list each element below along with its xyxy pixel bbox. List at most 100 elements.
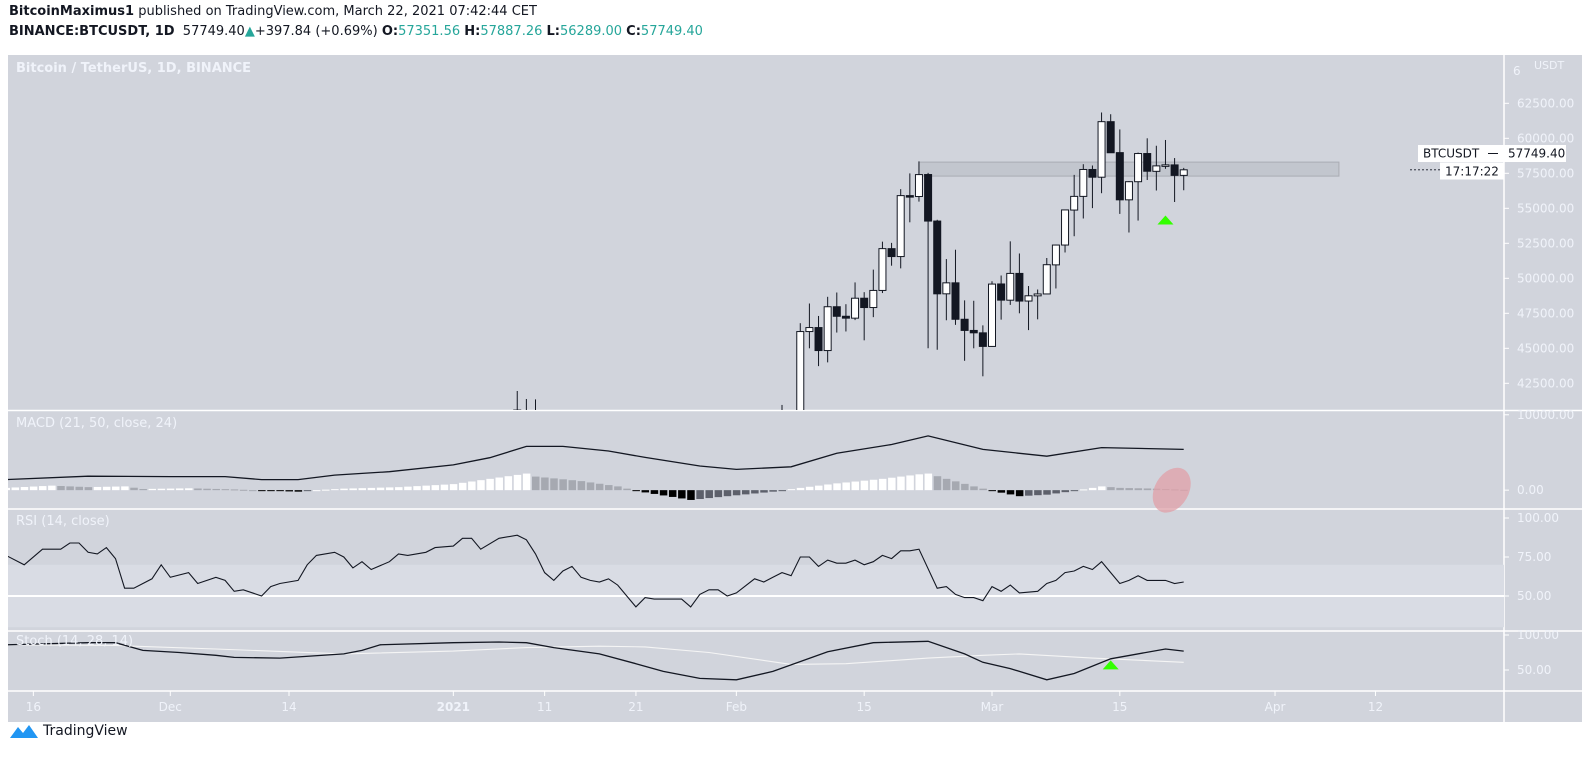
candle (1070, 174, 1079, 237)
macd-histogram-bar (267, 490, 275, 492)
macd-histogram-bar (38, 486, 47, 491)
macd-histogram-bar (586, 482, 595, 491)
time-tick-label: 11 (537, 700, 552, 714)
time-tick-label: Apr (1265, 700, 1286, 714)
candle (1061, 209, 1070, 253)
macd-histogram-bar (732, 490, 741, 496)
macd-histogram-bar (11, 487, 20, 491)
macd-histogram-bar (413, 486, 421, 491)
author-name[interactable]: BitcoinMaximus1 (9, 4, 135, 19)
macd-histogram-bar (157, 488, 166, 491)
tradingview-footer: TradingView (9, 722, 128, 740)
candle-body (1170, 164, 1179, 176)
macd-histogram-bar (997, 490, 1006, 493)
candle-body (988, 283, 996, 347)
green-signal-arrow-icon (1157, 215, 1174, 225)
macd-histogram-bar (1052, 490, 1060, 494)
price-tick-label: 50000.00 (1517, 271, 1574, 285)
macd-histogram-bar (769, 490, 777, 492)
close-label: C: (626, 24, 641, 39)
open-value: 57351.56 (398, 24, 461, 39)
macd-histogram-bar (8, 487, 10, 491)
last-price-label: 57749.40 (1508, 147, 1565, 161)
macd-histogram-bar (248, 490, 257, 492)
macd-histogram-bar (130, 487, 138, 491)
macd-histogram-bar (705, 490, 713, 499)
macd-histogram-bar (851, 481, 860, 491)
macd-histogram-bar (805, 486, 814, 491)
macd-histogram-bar (322, 489, 330, 491)
rsi-tick-label: 100.00 (1517, 511, 1559, 525)
time-tick-label: Mar (981, 700, 1004, 714)
candle-body (914, 174, 923, 198)
candle (969, 300, 978, 349)
candle-body (924, 174, 933, 222)
high-value: 57887.26 (480, 24, 543, 39)
macd-histogram-bar (303, 490, 312, 492)
macd-histogram-bar (1107, 487, 1115, 491)
macd-histogram-bar (687, 490, 695, 500)
last-price: 57749.40 (182, 24, 245, 39)
macd-histogram-bar (440, 484, 449, 491)
candle-body (1134, 153, 1143, 183)
time-tick-label: 21 (628, 700, 643, 714)
last-price-box (1504, 145, 1566, 162)
candle-body (1115, 152, 1124, 201)
macd-line (8, 435, 1184, 481)
macd-histogram-bar (395, 487, 403, 491)
macd-histogram-bar (340, 488, 348, 491)
macd-histogram-bar (148, 488, 157, 491)
price-tick-label-partial: 6 (1513, 64, 1521, 78)
candle (841, 304, 850, 332)
rsi-pane (8, 534, 1504, 628)
stoch-d-line (8, 644, 1184, 665)
macd-histogram-bar (376, 487, 385, 491)
macd-histogram-bar (504, 476, 513, 491)
candle (823, 296, 832, 363)
macd-histogram-bar (741, 490, 750, 495)
macd-histogram-bar (668, 490, 677, 497)
candle-body (1015, 272, 1024, 302)
candle-body (1006, 272, 1015, 301)
macd-histogram-bar (924, 473, 933, 491)
candle (525, 398, 527, 410)
price-tick-label: 57500.00 (1517, 166, 1574, 180)
symbol-label: BINANCE:BTCUSDT, 1D (9, 24, 175, 39)
macd-histogram-bar (970, 486, 978, 491)
candle (1170, 158, 1179, 202)
candle-body (841, 315, 850, 319)
macd-histogram-bar (258, 490, 266, 492)
macd-histogram-bar (961, 483, 969, 491)
time-tick-label: 16 (26, 700, 41, 714)
macd-histogram-bar (1006, 490, 1015, 495)
macd-histogram-bar (1125, 488, 1133, 491)
candle-body (823, 306, 832, 352)
candle-body (1143, 153, 1152, 172)
close-value: 57749.40 (640, 24, 703, 39)
candle (1152, 145, 1161, 191)
countdown-box (1440, 162, 1504, 180)
macd-histogram-bar (1143, 488, 1152, 491)
macd-histogram-bar (979, 488, 987, 491)
macd-histogram-bar (486, 478, 494, 491)
candle (988, 281, 996, 347)
price-tick-label: 45000.00 (1517, 341, 1574, 355)
candle (860, 292, 869, 341)
macd-histogram-bar (933, 476, 942, 491)
stoch-tick-label: 50.00 (1517, 663, 1551, 677)
footer-brand[interactable]: TradingView (43, 723, 128, 739)
low-value: 56289.00 (560, 24, 623, 39)
macd-histogram-bar (349, 488, 357, 491)
macd-histogram-bar (1088, 487, 1097, 491)
candle (814, 315, 823, 367)
macd-histogram-bar (860, 480, 869, 491)
candle-body (1097, 121, 1106, 178)
price-change: +397.84 (+0.69%) (254, 24, 378, 39)
candle (978, 325, 987, 377)
candle (914, 161, 923, 202)
macd-histogram-bar (760, 490, 768, 493)
macd-tick-label: 10000.00 (1517, 408, 1574, 422)
macd-histogram-bar (194, 488, 202, 491)
macd-histogram-bar (915, 474, 923, 491)
